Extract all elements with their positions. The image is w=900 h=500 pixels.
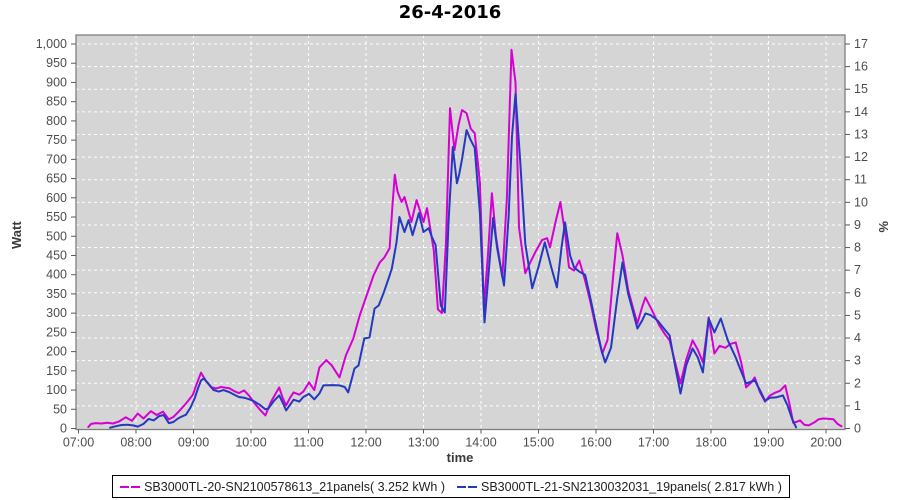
svg-text:16:00: 16:00 (580, 436, 611, 450)
svg-text:12:00: 12:00 (350, 436, 381, 450)
plot-background (76, 35, 845, 430)
svg-text:20:00: 20:00 (810, 436, 841, 450)
svg-text:900: 900 (46, 75, 67, 89)
svg-text:500: 500 (46, 229, 67, 243)
svg-text:750: 750 (46, 133, 67, 147)
svg-text:350: 350 (46, 287, 67, 301)
svg-text:3: 3 (854, 354, 861, 368)
svg-text:10: 10 (854, 195, 868, 209)
svg-text:1,000: 1,000 (36, 37, 67, 51)
legend-label: SB3000TL-21-SN2130032031_19panels( 2.817… (481, 479, 782, 494)
svg-text:550: 550 (46, 210, 67, 224)
y-axis-label-percent: % (876, 221, 891, 233)
svg-text:300: 300 (46, 306, 67, 320)
svg-text:15:00: 15:00 (523, 436, 554, 450)
x-axis-label-time: time (446, 450, 474, 465)
svg-text:100: 100 (46, 383, 67, 397)
gridlines (76, 35, 845, 430)
svg-text:600: 600 (46, 191, 67, 205)
svg-text:6: 6 (854, 286, 861, 300)
svg-text:14: 14 (854, 105, 868, 119)
svg-text:11:00: 11:00 (293, 436, 323, 450)
svg-text:7: 7 (854, 263, 861, 277)
svg-text:50: 50 (53, 402, 67, 416)
svg-text:17: 17 (854, 37, 868, 51)
svg-text:11: 11 (854, 173, 867, 187)
blue-line-swatch-icon (457, 485, 477, 488)
chart-title: 26-4-2016 (398, 2, 502, 23)
legend-item-inverter-21: SB3000TL-21-SN2130032031_19panels( 2.817… (457, 480, 782, 494)
svg-text:950: 950 (46, 56, 67, 70)
svg-text:150: 150 (46, 364, 67, 378)
svg-text:250: 250 (46, 325, 67, 339)
svg-text:800: 800 (46, 114, 67, 128)
svg-text:19:00: 19:00 (753, 436, 784, 450)
svg-text:17:00: 17:00 (638, 436, 669, 450)
axis-ticks (71, 43, 850, 434)
svg-text:850: 850 (46, 95, 67, 109)
svg-text:700: 700 (46, 152, 67, 166)
svg-text:650: 650 (46, 172, 67, 186)
svg-text:18:00: 18:00 (695, 436, 726, 450)
series-line-1 (109, 93, 798, 429)
series-line-0 (87, 48, 843, 428)
svg-text:15: 15 (854, 82, 868, 96)
legend-label: SB3000TL-20-SN2100578613_21panels( 3.252… (144, 479, 445, 494)
svg-text:12: 12 (854, 150, 868, 164)
series-lines (87, 48, 843, 429)
magenta-line-swatch-icon (120, 485, 141, 488)
svg-text:5: 5 (854, 308, 861, 322)
svg-text:4: 4 (854, 331, 861, 345)
svg-text:10:00: 10:00 (235, 436, 266, 450)
svg-text:1: 1 (854, 399, 861, 413)
legend-item-inverter-20: SB3000TL-20-SN2100578613_21panels( 3.252… (120, 480, 445, 494)
svg-text:09:00: 09:00 (178, 436, 209, 450)
svg-text:200: 200 (46, 345, 67, 359)
svg-text:07:00: 07:00 (63, 436, 94, 450)
svg-text:14:00: 14:00 (465, 436, 496, 450)
svg-text:13: 13 (854, 127, 868, 141)
axis-tick-labels: 0501001502002503003504004505005506006507… (36, 37, 868, 450)
svg-text:08:00: 08:00 (120, 436, 151, 450)
svg-text:400: 400 (46, 268, 67, 282)
svg-text:8: 8 (854, 241, 861, 255)
svg-text:0: 0 (854, 422, 861, 436)
svg-text:2: 2 (854, 376, 861, 390)
y-axis-label-watt: Watt (9, 221, 24, 249)
plot-frame (75, 34, 846, 431)
legend: SB3000TL-20-SN2100578613_21panels( 3.252… (112, 475, 790, 498)
svg-text:13:00: 13:00 (408, 436, 439, 450)
svg-text:16: 16 (854, 60, 868, 74)
svg-text:450: 450 (46, 248, 67, 262)
svg-text:9: 9 (854, 218, 861, 232)
svg-text:0: 0 (60, 422, 67, 436)
